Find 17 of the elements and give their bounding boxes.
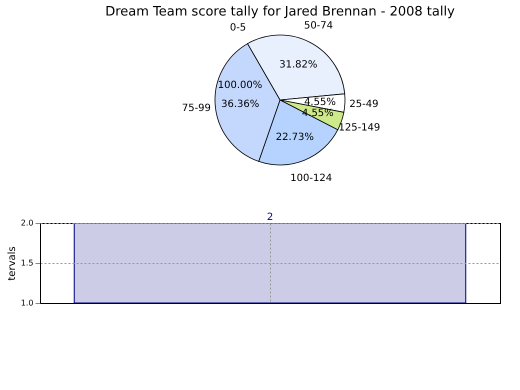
slice-label: 25-49 [349, 99, 378, 110]
y-axis-title: tervals [6, 246, 18, 281]
slice-label: 100-124 [290, 172, 332, 184]
y-tick-label: 2.0 [20, 218, 34, 228]
slice-label: 50-74 [304, 20, 334, 32]
data-label: 31.82% [279, 59, 318, 70]
text: 100.00% [218, 80, 262, 91]
slice-label: 75-99 [182, 102, 211, 114]
data-label: 2 [266, 212, 274, 223]
data-label: 22.73% [276, 132, 314, 144]
chart-title: Dream Team score tally for Jared Brennan - 2008 tally [105, 4, 456, 20]
data-label: 4.55% [304, 96, 336, 108]
slice-label: 125-149 [338, 122, 380, 134]
y-tick-label: 1.5 [20, 258, 34, 268]
category-label: 0-5 [230, 22, 246, 34]
y-tick-label: 1.0 [20, 298, 34, 308]
data-label: 36.36% [221, 98, 260, 110]
